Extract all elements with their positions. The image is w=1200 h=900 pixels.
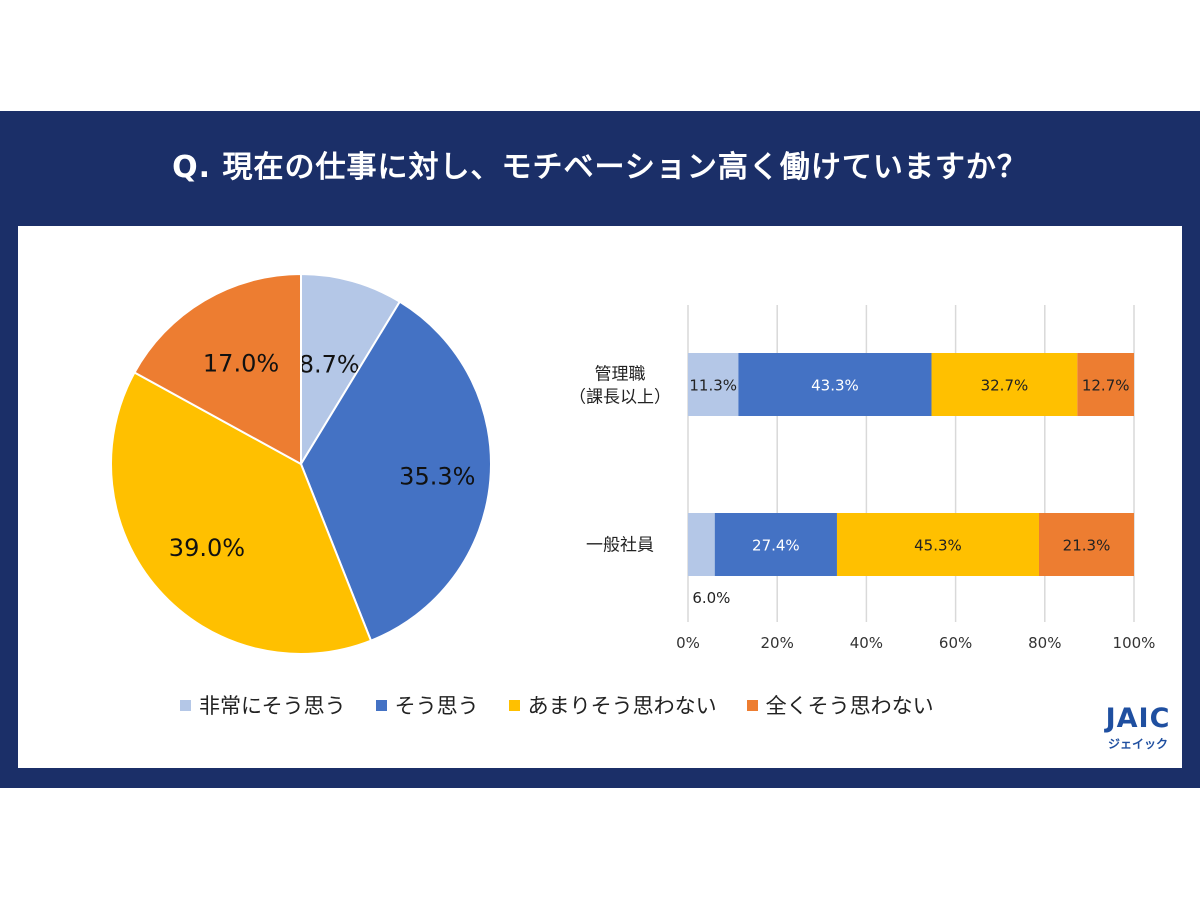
bar-data-label: 21.3%	[1063, 537, 1111, 555]
bar-data-label: 27.4%	[752, 537, 800, 555]
legend: 非常にそう思う そう思う あまりそう思わない 全くそう思わない	[180, 690, 934, 720]
legend-swatch	[508, 699, 520, 711]
bar-data-label: 11.3%	[689, 377, 737, 395]
pie-slice	[300, 272, 402, 468]
pie-slice	[110, 371, 373, 655]
bar-segment	[738, 353, 932, 416]
legend-item: 非常にそう思う	[180, 690, 346, 720]
y-category-label: （課長以上）	[569, 388, 671, 408]
bar-segment	[836, 513, 1040, 576]
bar-segment	[688, 513, 715, 576]
y-category-label: 管理職	[595, 365, 646, 385]
legend-swatch	[746, 699, 758, 711]
x-tick-label: 40%	[850, 634, 883, 652]
x-tick-label: 80%	[1028, 634, 1061, 652]
bar-data-label: 45.3%	[914, 537, 962, 555]
bar-segment	[688, 353, 739, 416]
pie-label: 17.0%	[203, 350, 279, 378]
bar-segment	[714, 513, 837, 576]
pie-slice	[299, 300, 492, 642]
legend-swatch	[180, 699, 191, 711]
page-title: Q. 現在の仕事に対し、モチベーション高く働けていますか？	[172, 150, 1028, 185]
company-logo: JAIC ジェイック	[1098, 705, 1178, 752]
x-tick-label: 0%	[676, 634, 700, 652]
bar-segment	[931, 353, 1078, 416]
legend-item: そう思う	[375, 690, 479, 720]
legend-item: あまりそう思わない	[508, 690, 717, 720]
bar-data-label: 6.0%	[692, 589, 730, 607]
bar-segment	[1077, 353, 1134, 416]
bar-data-label: 12.7%	[1082, 377, 1130, 395]
x-tick-label: 100%	[1113, 634, 1156, 652]
pie-label: 35.3%	[399, 463, 475, 491]
logo-main: JAIC	[1105, 703, 1171, 734]
legend-item: 全くそう思わない	[746, 690, 934, 720]
pie-label: 8.7%	[299, 350, 360, 378]
legend-label: あまりそう思わない	[527, 694, 717, 718]
logo-sub: ジェイック	[1107, 737, 1168, 751]
legend-label: そう思う	[394, 694, 479, 718]
x-tick-label: 20%	[761, 634, 794, 652]
x-tick-label: 60%	[939, 634, 972, 652]
legend-label: 全くそう思わない	[765, 694, 934, 718]
pie-slice	[133, 272, 302, 466]
bar-data-label: 32.7%	[981, 377, 1029, 395]
legend-label: 非常にそう思う	[199, 694, 346, 718]
bar-segment	[1039, 513, 1134, 576]
legend-swatch	[375, 699, 387, 711]
bar-data-label: 43.3%	[811, 377, 859, 395]
pie-label: 39.0%	[169, 534, 245, 562]
y-category-label: 一般社員	[586, 536, 654, 556]
